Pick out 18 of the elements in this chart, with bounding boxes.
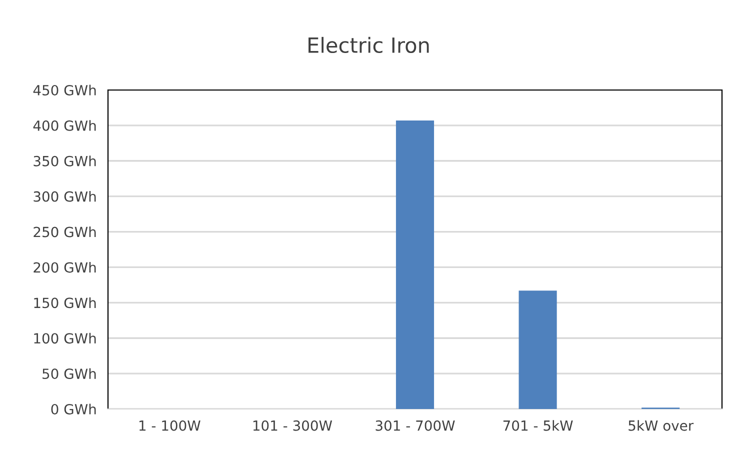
x-tick-label: 701 - 5kW [503,420,573,431]
y-tick-label: 300 GWh [34,191,96,202]
y-tick-label: 200 GWh [34,262,96,273]
bar [518,290,557,409]
y-tick-label: 450 GWh [33,84,96,96]
x-tick-label: 1 - 100W [139,420,200,431]
y-tick-label: 400 GWh [33,120,96,131]
x-tick-label: 101 - 300W [253,420,332,431]
y-tick-label: 100 GWh [34,332,96,344]
x-tick-label: 5kW over [628,420,694,431]
y-tick-label: 250 GWh [34,226,96,238]
y-tick-label: 50 GWh [42,368,96,380]
y-tick-label: 350 GWh [34,156,96,166]
x-tick-label: 301 - 700W [376,420,455,431]
bar [396,120,434,409]
y-tick-label: 150 GWh [34,297,96,308]
chart-title: Electric Iron [308,36,429,54]
y-tick-label: 0 GWh [51,404,96,414]
